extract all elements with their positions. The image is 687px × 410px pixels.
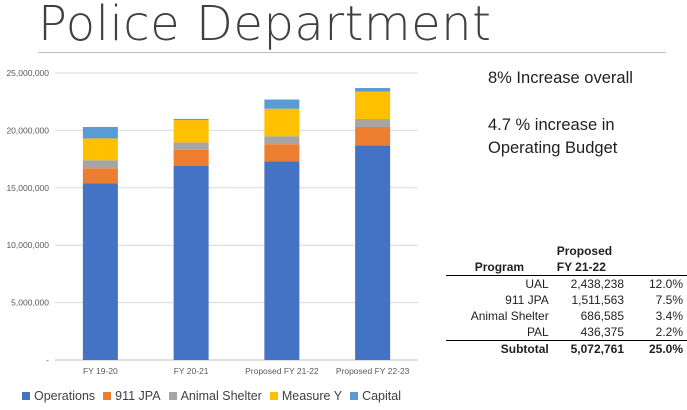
bar-segment-measure-y	[82, 138, 118, 161]
row-value: 436,375	[580, 325, 624, 339]
bar-segment-animal-shelter	[264, 136, 300, 145]
table-header-row-2: Program FY 21-22	[446, 259, 687, 276]
subtotal-label: Subtotal	[446, 340, 553, 357]
y-tick-label: -	[46, 355, 49, 365]
row-program: Animal Shelter	[470, 309, 549, 323]
table-row: 911 JPA 1,511,563 7.5%	[446, 292, 687, 308]
row-pct: 12.0%	[648, 277, 683, 291]
bar-segment-operations	[355, 145, 391, 360]
bar-segment-operations	[82, 183, 118, 360]
legend-label: 911 JPA	[115, 389, 161, 403]
legend-swatch	[103, 392, 112, 400]
row-pct: 2.2%	[655, 325, 683, 339]
stacked-bar-chart: - 5,000,000 10,000,000 15,000,000 20,000,000…	[6, 68, 418, 376]
y-tick-label: 10,000,000	[6, 240, 49, 250]
bar-segment-911-jpa	[173, 149, 209, 166]
legend-item: 911 JPA	[103, 389, 161, 403]
header-program: Program	[446, 259, 553, 276]
x-tick-label: Proposed FY 22-23	[336, 366, 410, 376]
table-row: UAL 2,438,238 12.0%	[446, 276, 687, 293]
x-tick-label: FY 19-20	[83, 366, 118, 376]
bar-segment-911-jpa	[355, 126, 391, 146]
bar-segment-measure-y	[173, 120, 209, 143]
bars	[82, 88, 391, 360]
header-proposed: Proposed	[556, 244, 613, 258]
page-title: Police Department	[38, 0, 492, 52]
row-pct: 7.5%	[655, 293, 683, 307]
program-table: Proposed Program FY 21-22 UAL 2,438,238 …	[446, 243, 687, 357]
x-tick-label: FY 20-21	[174, 366, 209, 376]
bar-segment-operations	[173, 165, 209, 360]
row-pct: 3.4%	[655, 309, 683, 323]
bar-segment-capital	[355, 88, 391, 92]
table-header-row-1: Proposed	[446, 243, 687, 259]
row-program: 911 JPA	[505, 293, 549, 307]
legend-label: Operations	[34, 389, 96, 403]
bar-segment-911-jpa	[82, 168, 118, 184]
legend-label: Animal Shelter	[180, 389, 262, 403]
row-value: 1,511,563	[571, 293, 625, 307]
title-divider	[38, 52, 666, 53]
legend-item: Animal Shelter	[168, 389, 262, 403]
bar-segment-animal-shelter	[173, 142, 209, 150]
y-axis-ticks: - 5,000,000 10,000,000 15,000,000 20,000,000…	[6, 68, 49, 365]
subtotal-row: Subtotal 5,072,761 25.0%	[446, 340, 687, 357]
y-tick-label: 5,000,000	[11, 298, 49, 308]
x-axis-ticks: FY 19-20 FY 20-21 Proposed FY 21-22 Propose…	[83, 366, 410, 376]
bar-segment-capital	[82, 126, 118, 139]
operating-increase-note: 4.7 % increase in Operating Budget	[488, 116, 618, 157]
bar-segment-measure-y	[355, 91, 391, 120]
y-tick-label: 20,000,000	[6, 125, 49, 135]
row-program: PAL	[526, 325, 549, 339]
overall-increase-note: 8% Increase overall	[488, 69, 633, 87]
bar-segment-capital	[173, 118, 209, 121]
bar-segment-capital	[264, 99, 300, 109]
legend-swatch	[350, 392, 359, 400]
header-fy: FY 21-22	[552, 259, 628, 276]
y-tick-label: 25,000,000	[6, 68, 49, 78]
legend-item: Measure Y	[269, 389, 343, 403]
legend-swatch	[22, 392, 30, 400]
row-value: 686,585	[580, 309, 624, 323]
legend-label: Capital	[362, 389, 401, 403]
table-row: Animal Shelter 686,585 3.4%	[446, 308, 687, 324]
x-tick-label: Proposed FY 21-22	[245, 366, 319, 376]
bar-segment-operations	[264, 161, 300, 360]
bar-segment-911-jpa	[264, 144, 300, 162]
subtotal-pct: 25.0%	[628, 340, 687, 357]
row-value: 2,438,238	[570, 277, 624, 291]
subtotal-value: 5,072,761	[552, 340, 628, 357]
legend-label: Measure Y	[281, 389, 343, 403]
table-row: PAL 436,375 2.2%	[446, 324, 687, 341]
bar-segment-measure-y	[264, 108, 300, 137]
bar-segment-animal-shelter	[82, 160, 118, 169]
legend-item: Capital	[350, 389, 401, 403]
chart-legend: Operations 911 JPA Animal Shelter Measure Y…	[22, 389, 401, 403]
bar-segment-animal-shelter	[355, 119, 391, 127]
legend-swatch	[168, 392, 177, 400]
legend-item: Operations	[22, 389, 95, 403]
row-program: UAL	[525, 277, 549, 291]
legend-swatch	[269, 392, 278, 400]
y-tick-label: 15,000,000	[6, 183, 49, 193]
